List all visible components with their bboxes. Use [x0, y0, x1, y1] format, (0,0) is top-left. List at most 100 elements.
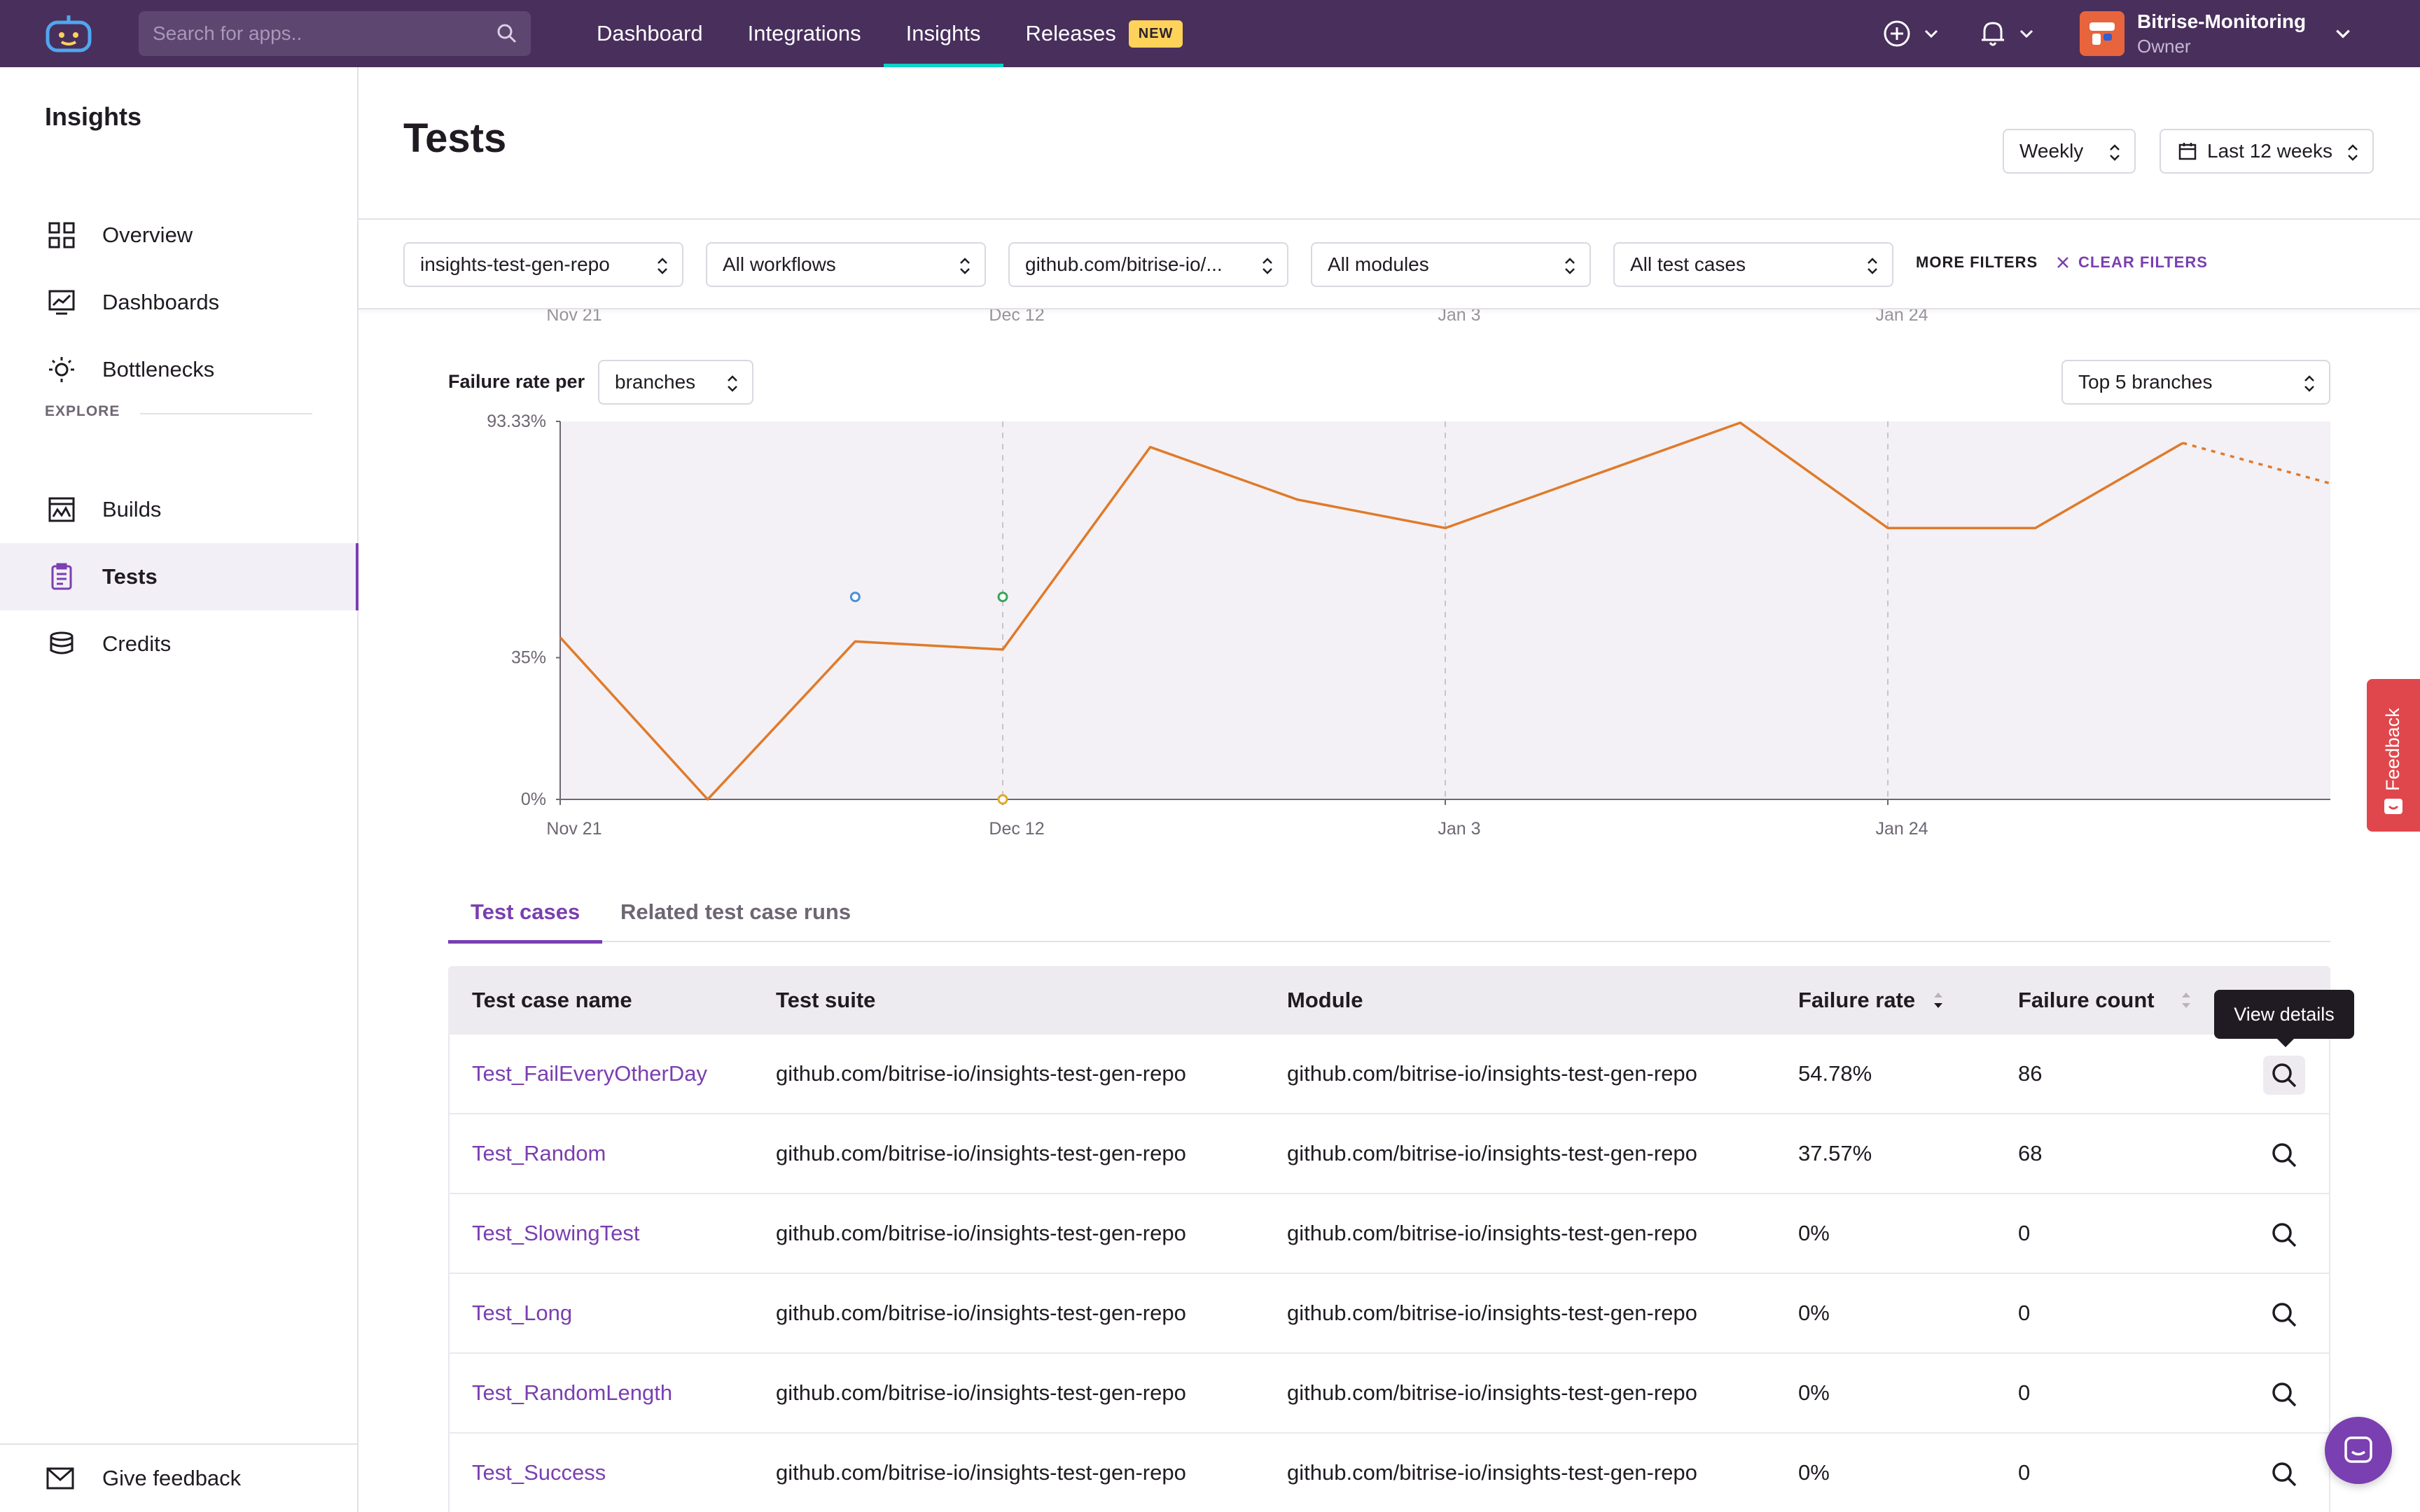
tab-related-test-case-runs[interactable]: Related test case runs — [620, 899, 851, 924]
tab-test-cases[interactable]: Test cases — [448, 882, 603, 944]
top-branches-select[interactable]: Top 5 branches — [2061, 360, 2330, 405]
nav-releases[interactable]: Releases NEW — [1003, 0, 1206, 67]
series-line — [559, 421, 2184, 801]
chevron-down-icon — [1924, 29, 1938, 38]
sidebar-item-tests[interactable]: Tests — [0, 543, 359, 610]
main-nav: Dashboard Integrations Insights Releases… — [574, 0, 1205, 67]
test-case-name-link[interactable]: Test_SlowingTest — [472, 1221, 640, 1245]
view-details-button[interactable] — [2263, 1375, 2305, 1414]
test-case-name-link[interactable]: Test_FailEveryOtherDay — [472, 1061, 707, 1086]
data-point — [997, 794, 1008, 805]
group-by-select[interactable]: branches — [598, 360, 753, 405]
feedback-side-tab[interactable]: Feedback — [2367, 679, 2420, 832]
support-chat-button[interactable] — [2325, 1417, 2392, 1484]
module-filter[interactable]: All modules — [1311, 242, 1591, 287]
sidebar-item-label: Credits — [102, 631, 172, 656]
module-cell: github.com/bitrise-io/insights-test-gen-… — [1287, 1141, 1697, 1166]
nav-integrations[interactable]: Integrations — [747, 21, 861, 46]
notifications-button[interactable] — [1979, 17, 2035, 50]
col-failure-count-label: Failure count — [2018, 988, 2155, 1012]
results-tabs: Test cases Related test case runs — [448, 882, 2330, 944]
sort-updown-icon — [1868, 258, 1877, 274]
x-tick-label-faded: Jan 3 — [1438, 308, 1480, 325]
plus-circle-icon — [1884, 20, 1910, 47]
test-case-name-link[interactable]: Test_Random — [472, 1141, 606, 1166]
create-menu-button[interactable] — [1882, 17, 1940, 50]
test-case-name-link[interactable]: Test_Long — [472, 1301, 573, 1325]
close-icon — [2057, 257, 2068, 268]
test-suite-cell: github.com/bitrise-io/insights-test-gen-… — [776, 1221, 1186, 1245]
chart-monitor-icon — [46, 287, 77, 318]
magnifier-icon — [2272, 1462, 2297, 1487]
app-search[interactable] — [139, 11, 531, 56]
failure-count-cell: 0 — [2018, 1301, 2031, 1325]
view-details-button[interactable] — [2263, 1455, 2305, 1494]
view-details-button[interactable] — [2263, 1056, 2305, 1095]
table-header: Test case name Test suite Module Failure… — [448, 966, 2330, 1035]
search-input[interactable] — [153, 22, 489, 45]
sort-icon — [2181, 993, 2190, 1008]
chevron-down-icon — [2019, 29, 2033, 38]
test-case-name-link[interactable]: Test_Success — [472, 1460, 606, 1485]
date-range-select[interactable]: Last 12 weeks — [2160, 129, 2374, 174]
top-bar: Dashboard Integrations Insights Releases… — [0, 0, 2420, 67]
sidebar-item-overview[interactable]: Overview — [0, 202, 357, 269]
sidebar-item-dashboards[interactable]: Dashboards — [0, 269, 357, 336]
y-tick-label: 0% — [521, 790, 546, 809]
failure-count-cell: 0 — [2018, 1221, 2031, 1245]
test-case-name-link[interactable]: Test_RandomLength — [472, 1380, 673, 1405]
table-row: Test_RandomLength github.com/bitrise-io/i… — [448, 1354, 2330, 1434]
sidebar-item-label: Tests — [102, 564, 158, 589]
col-failure-rate-label: Failure rate — [1798, 988, 1916, 1012]
bell-icon — [1982, 22, 2004, 46]
bitrise-logo-icon[interactable] — [43, 14, 94, 53]
module-cell: github.com/bitrise-io/insights-test-gen-… — [1287, 1380, 1697, 1405]
col-failure-count[interactable]: Failure count — [2018, 966, 2194, 1035]
table-row: Test_Long github.com/bitrise-io/insights-… — [448, 1274, 2330, 1354]
x-tick-label-faded: Dec 12 — [989, 308, 1044, 325]
magnifier-icon — [2272, 1382, 2297, 1407]
x-tick-label-faded: Jan 24 — [1875, 308, 1928, 325]
view-details-button[interactable] — [2263, 1295, 2305, 1334]
give-feedback-label: Give feedback — [102, 1466, 242, 1490]
coins-stack-icon — [46, 629, 77, 659]
sidebar-item-bottlenecks[interactable]: Bottlenecks — [0, 336, 357, 403]
series-line-projection — [2182, 442, 2331, 485]
test-suite-cell: github.com/bitrise-io/insights-test-gen-… — [776, 1141, 1186, 1166]
col-failure-rate[interactable]: Failure rate — [1798, 966, 1946, 1035]
test-case-filter[interactable]: All test cases — [1613, 242, 1893, 287]
x-tick-label: Dec 12 — [989, 819, 1044, 839]
clear-filters-button[interactable]: CLEAR FILTERS — [2056, 253, 2208, 272]
give-feedback-button[interactable]: Give feedback — [0, 1443, 357, 1512]
org-name: Bitrise-Monitoring — [2137, 10, 2307, 32]
nav-insights[interactable]: Insights — [883, 0, 1003, 67]
y-tick-label: 35% — [511, 648, 546, 667]
failure-count-cell: 0 — [2018, 1460, 2031, 1485]
chat-icon — [2384, 799, 2402, 814]
account-switcher[interactable]: Bitrise-Monitoring Owner — [2080, 8, 2352, 59]
failure-rate-cell: 0% — [1798, 1301, 1830, 1325]
nav-releases-label: Releases — [1025, 21, 1116, 46]
sidebar-item-builds[interactable]: Builds — [0, 476, 357, 543]
view-details-button[interactable] — [2263, 1215, 2305, 1254]
data-point — [849, 592, 861, 603]
magnifier-icon — [2272, 1143, 2297, 1168]
view-details-button[interactable] — [2263, 1135, 2305, 1175]
nav-dashboard[interactable]: Dashboard — [597, 21, 703, 46]
page-title: Tests — [403, 115, 507, 161]
sidebar: Insights Overview Dashboards Bottlenecks… — [0, 67, 359, 1512]
test-suite-filter[interactable]: github.com/bitrise-io/... — [1008, 242, 1288, 287]
sidebar-item-credits[interactable]: Credits — [0, 610, 357, 678]
table-row: Test_Random github.com/bitrise-io/insight… — [448, 1114, 2330, 1194]
workflow-filter[interactable]: All workflows — [706, 242, 986, 287]
interval-select[interactable]: Weekly — [2003, 129, 2136, 174]
search-icon — [497, 24, 517, 43]
repo-filter[interactable]: insights-test-gen-repo — [403, 242, 683, 287]
chevron-down-icon — [2336, 29, 2350, 38]
y-tick-label: 93.33% — [487, 412, 546, 431]
view-details-tooltip: View details — [2214, 990, 2354, 1047]
more-filters-button[interactable]: MORE FILTERS — [1916, 253, 2038, 271]
table-row: Test_FailEveryOtherDay github.com/bitrise… — [448, 1035, 2330, 1114]
module-cell: github.com/bitrise-io/insights-test-gen-… — [1287, 1221, 1697, 1245]
